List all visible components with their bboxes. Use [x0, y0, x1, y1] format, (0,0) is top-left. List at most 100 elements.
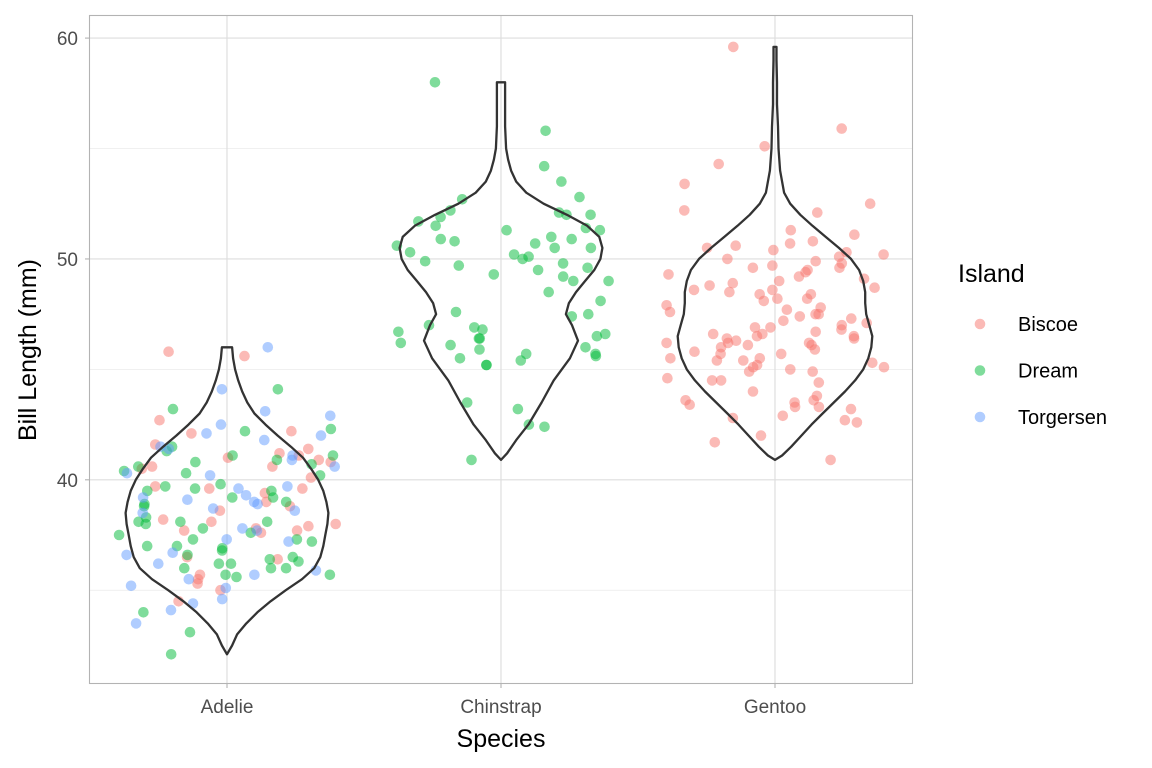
- y-axis-title: Bill Length (mm): [14, 259, 42, 441]
- data-point: [271, 454, 283, 466]
- data-point: [580, 222, 592, 234]
- data-point: [329, 461, 341, 472]
- data-point: [851, 417, 863, 428]
- data-point: [591, 330, 603, 342]
- data-point: [163, 443, 175, 455]
- data-point: [810, 326, 821, 338]
- data-point: [878, 249, 889, 260]
- data-point: [807, 236, 819, 247]
- data-point: [849, 229, 860, 240]
- data-point: [688, 284, 700, 296]
- data-point: [867, 357, 878, 369]
- data-point: [869, 282, 880, 294]
- data-point: [213, 558, 225, 569]
- data-point: [157, 514, 169, 525]
- data-point: [395, 337, 407, 349]
- legend: Island Biscoe Dream Torgersen: [958, 260, 1107, 429]
- data-point: [264, 554, 276, 565]
- data-point: [167, 547, 178, 558]
- data-point: [297, 483, 308, 494]
- data-point: [186, 428, 197, 439]
- data-point: [272, 384, 284, 395]
- data-point: [179, 562, 190, 574]
- data-point: [121, 467, 133, 479]
- data-point: [768, 244, 779, 256]
- y-tick-label: 50: [57, 250, 78, 271]
- data-point: [182, 549, 193, 561]
- data-point: [461, 397, 473, 408]
- x-tick-label: Chinstrap: [460, 697, 541, 718]
- data-point: [130, 618, 142, 629]
- data-point: [707, 328, 719, 340]
- data-point: [150, 481, 161, 492]
- data-point: [201, 428, 212, 439]
- data-point: [508, 249, 520, 260]
- data-point: [189, 483, 201, 494]
- legend-entries: Biscoe Dream Torgersen: [974, 314, 1107, 429]
- data-point: [287, 551, 299, 563]
- data-point: [182, 494, 193, 506]
- data-point: [836, 319, 848, 331]
- legend-label-torgersen: Torgersen: [1018, 407, 1107, 429]
- data-point: [153, 558, 164, 569]
- data-point: [272, 554, 284, 565]
- data-point: [206, 516, 217, 528]
- data-point: [839, 414, 851, 426]
- data-point: [722, 253, 733, 265]
- data-point: [730, 335, 742, 347]
- data-point: [289, 505, 301, 516]
- data-point: [709, 437, 721, 448]
- data-point: [154, 414, 165, 426]
- data-point: [183, 573, 195, 585]
- y-tick-label: 40: [57, 471, 78, 492]
- data-point: [724, 286, 735, 298]
- grid-lines: [90, 16, 912, 683]
- y-tick-label: 60: [57, 29, 78, 50]
- data-point: [580, 342, 591, 353]
- data-point: [125, 580, 137, 592]
- data-point: [512, 403, 524, 415]
- data-point: [727, 277, 739, 289]
- data-point: [175, 516, 186, 528]
- data-point: [239, 425, 251, 437]
- data-point: [280, 562, 292, 574]
- data-point: [778, 315, 789, 327]
- data-point: [809, 344, 821, 355]
- data-point: [291, 534, 303, 545]
- data-point: [291, 525, 303, 536]
- data-point: [689, 346, 700, 358]
- data-point: [204, 470, 216, 481]
- data-point: [754, 353, 766, 364]
- data-point: [759, 141, 770, 152]
- data-point: [812, 207, 823, 218]
- data-point: [225, 558, 237, 569]
- data-point: [231, 571, 242, 583]
- data-point: [501, 224, 512, 236]
- violin-adelie: [124, 346, 330, 656]
- data-point: [137, 492, 149, 503]
- data-point: [742, 339, 754, 351]
- data-point: [221, 534, 232, 545]
- data-point: [306, 536, 318, 547]
- data-point: [848, 330, 860, 342]
- data-point: [327, 450, 339, 461]
- data-point: [878, 361, 890, 373]
- data-point: [767, 260, 778, 271]
- data-point: [777, 410, 789, 422]
- data-point: [767, 284, 778, 296]
- data-point: [477, 324, 488, 335]
- data-point: [160, 481, 171, 492]
- data-point: [215, 478, 226, 490]
- data-point: [679, 178, 690, 190]
- data-point: [546, 231, 557, 243]
- data-point: [248, 496, 260, 508]
- data-point: [721, 333, 733, 344]
- data-point: [216, 384, 228, 395]
- data-point: [141, 540, 153, 552]
- violins: [124, 45, 874, 656]
- data-point: [216, 593, 228, 605]
- data-point: [237, 523, 248, 534]
- data-point: [207, 503, 219, 514]
- data-point: [810, 308, 821, 320]
